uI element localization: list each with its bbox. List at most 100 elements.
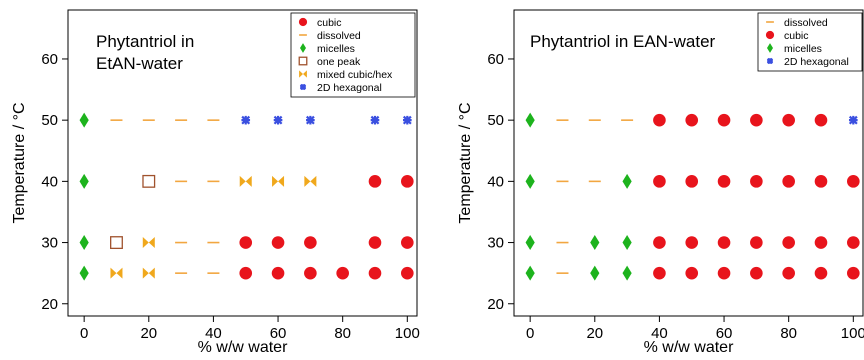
x-tick-label: 20 bbox=[586, 325, 603, 342]
y-tick-label: 20 bbox=[41, 296, 58, 313]
x-tick-label: 60 bbox=[270, 325, 287, 342]
data-point bbox=[653, 236, 666, 249]
data-point bbox=[336, 266, 349, 280]
data-point bbox=[110, 267, 123, 279]
x-axis-label: % w/w water bbox=[644, 339, 734, 356]
data-point bbox=[848, 115, 858, 125]
data-point bbox=[622, 235, 632, 251]
data-point bbox=[653, 113, 666, 127]
data-point bbox=[622, 173, 632, 189]
data-point bbox=[847, 236, 860, 249]
data-point bbox=[590, 265, 600, 281]
data-point bbox=[717, 266, 731, 280]
data-point bbox=[750, 266, 763, 280]
series-dissolved bbox=[556, 119, 634, 274]
data-point bbox=[79, 112, 89, 128]
chart-title-line: EtAN-water bbox=[96, 54, 183, 73]
data-point bbox=[79, 173, 89, 189]
data-point bbox=[525, 112, 535, 128]
data-point bbox=[239, 175, 252, 187]
data-point bbox=[272, 175, 285, 187]
x-tick-label: 40 bbox=[205, 325, 222, 342]
data-point bbox=[717, 236, 731, 249]
legend-marker bbox=[299, 83, 307, 91]
data-point bbox=[717, 113, 731, 127]
y-tick-label: 60 bbox=[41, 51, 58, 68]
data-point bbox=[814, 236, 828, 249]
data-point bbox=[401, 175, 414, 188]
x-tick-label: 80 bbox=[780, 325, 797, 342]
data-point bbox=[685, 266, 699, 280]
data-point bbox=[782, 236, 795, 249]
data-point bbox=[401, 266, 414, 280]
legend-marker bbox=[299, 70, 307, 78]
legend-marker bbox=[298, 56, 308, 66]
legend-marker bbox=[300, 43, 306, 53]
series-2d-hexagonal bbox=[848, 115, 858, 125]
data-point bbox=[590, 235, 600, 251]
legend-marker bbox=[765, 30, 775, 40]
data-point bbox=[401, 236, 414, 249]
data-point bbox=[79, 265, 89, 281]
legend-label: mixed cubic/hex bbox=[317, 69, 393, 81]
data-point bbox=[273, 115, 283, 125]
x-tick-label: 0 bbox=[80, 325, 88, 342]
series-cubic bbox=[239, 175, 414, 280]
chart-title-line: Phytantriol in EAN-water bbox=[530, 32, 716, 51]
data-point bbox=[847, 175, 860, 188]
legend-box bbox=[757, 12, 863, 72]
data-point bbox=[525, 173, 535, 189]
data-point bbox=[402, 115, 412, 125]
data-point bbox=[685, 236, 699, 249]
legend-label: dissolved bbox=[317, 30, 361, 42]
data-point bbox=[782, 175, 795, 188]
data-point bbox=[782, 266, 795, 280]
legend-marker bbox=[766, 57, 774, 65]
x-tick-label: 20 bbox=[140, 325, 157, 342]
series-one-peak bbox=[110, 174, 156, 250]
data-point bbox=[368, 236, 382, 249]
data-point bbox=[271, 266, 285, 280]
legend-label: cubic bbox=[784, 30, 809, 42]
y-tick-label: 40 bbox=[41, 173, 58, 190]
x-tick-label: 100 bbox=[395, 325, 420, 342]
data-point bbox=[304, 175, 317, 187]
legend-label: cubic bbox=[317, 17, 342, 29]
data-point bbox=[685, 113, 699, 127]
series-mixed-cubic-hex bbox=[110, 175, 317, 279]
data-point bbox=[525, 235, 535, 251]
data-point bbox=[305, 115, 315, 125]
data-point bbox=[241, 115, 251, 125]
x-tick-label: 40 bbox=[651, 325, 668, 342]
data-point bbox=[653, 175, 666, 188]
y-axis-label: Temperature / °C bbox=[457, 102, 474, 223]
data-point bbox=[525, 265, 535, 281]
plot-frame bbox=[513, 9, 864, 317]
x-tick-label: 100 bbox=[841, 325, 864, 342]
data-point bbox=[782, 113, 795, 127]
data-point bbox=[142, 267, 155, 279]
data-point bbox=[142, 237, 155, 249]
y-axis-label: Temperature / °C bbox=[11, 102, 28, 223]
y-tick-label: 50 bbox=[487, 112, 504, 129]
data-point bbox=[239, 236, 253, 249]
data-point bbox=[271, 236, 285, 249]
data-point bbox=[110, 236, 123, 250]
data-point bbox=[239, 266, 253, 280]
x-tick-label: 0 bbox=[526, 325, 534, 342]
data-point bbox=[622, 265, 632, 281]
series-cubic bbox=[653, 113, 860, 280]
data-point bbox=[368, 175, 382, 188]
legend-label: micelles bbox=[317, 43, 355, 55]
data-point bbox=[814, 266, 828, 280]
data-point bbox=[750, 236, 763, 249]
legend-label: one peak bbox=[317, 56, 361, 68]
data-point bbox=[370, 115, 380, 125]
legend-marker bbox=[767, 43, 773, 53]
legend-box bbox=[290, 12, 416, 98]
